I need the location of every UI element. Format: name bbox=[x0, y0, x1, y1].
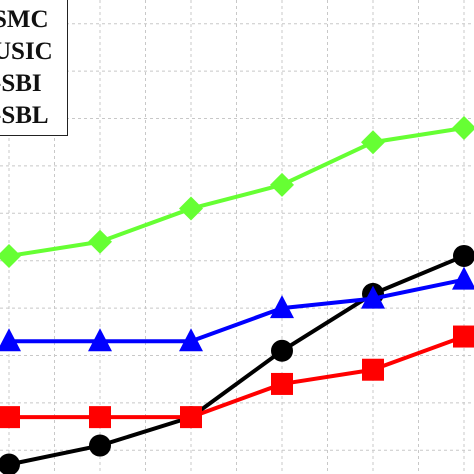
legend-label-music: USIC bbox=[0, 38, 53, 65]
data-point-smc bbox=[89, 434, 111, 457]
legend-label-smc: SMC bbox=[0, 6, 49, 33]
data-point-sbi bbox=[361, 285, 385, 309]
data-point-smc bbox=[271, 339, 293, 362]
data-point-sbl bbox=[452, 115, 474, 140]
legend-label-sbl: -SBL bbox=[0, 102, 49, 129]
data-point-music bbox=[180, 406, 202, 429]
series-line-music bbox=[9, 334, 465, 420]
data-point-sbl bbox=[0, 243, 21, 268]
legend: SMC USIC -SBI -SBL bbox=[0, 0, 68, 136]
series-line-smc bbox=[8, 254, 465, 467]
data-point-smc bbox=[453, 244, 474, 267]
data-point-sbi bbox=[179, 328, 203, 352]
data-point-smc bbox=[0, 453, 20, 474]
legend-label-sbi: -SBI bbox=[0, 70, 42, 97]
data-point-sbi bbox=[88, 328, 112, 352]
data-point-music bbox=[271, 372, 293, 395]
data-point-sbi bbox=[0, 328, 21, 352]
series-line-sbl bbox=[8, 126, 465, 258]
data-point-sbl bbox=[361, 130, 385, 155]
data-point-sbi bbox=[452, 266, 474, 290]
data-point-sbl bbox=[179, 196, 203, 221]
data-point-music bbox=[89, 406, 111, 429]
data-point-music bbox=[453, 325, 474, 348]
data-point-sbi bbox=[270, 295, 294, 319]
data-point-sbl bbox=[270, 172, 294, 197]
data-point-sbl bbox=[88, 229, 112, 254]
data-point-music bbox=[0, 406, 20, 429]
series-line-sbi bbox=[9, 277, 465, 344]
data-point-music bbox=[362, 358, 384, 381]
